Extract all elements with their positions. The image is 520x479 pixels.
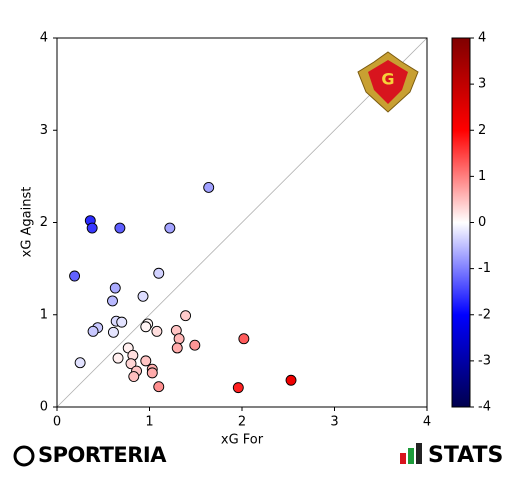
point bbox=[74, 357, 86, 369]
brand-left: SPORTERIA bbox=[38, 443, 167, 467]
y-tick-label: 1 bbox=[40, 307, 48, 322]
point bbox=[238, 333, 250, 345]
brand-icon bbox=[408, 448, 414, 464]
colorbar-tick-label: 2 bbox=[478, 123, 486, 138]
point bbox=[116, 316, 128, 328]
colorbar-tick-label: 3 bbox=[478, 77, 486, 92]
point bbox=[153, 267, 165, 279]
point bbox=[151, 325, 163, 337]
y-tick-label: 3 bbox=[40, 123, 48, 138]
y-axis-label: xG Against bbox=[20, 187, 35, 258]
point bbox=[107, 326, 119, 338]
colorbar-tick-label: -4 bbox=[478, 400, 491, 415]
team-logo: G bbox=[357, 51, 419, 113]
point bbox=[137, 290, 149, 302]
point bbox=[232, 382, 244, 394]
point bbox=[189, 339, 201, 351]
point bbox=[140, 355, 152, 367]
point bbox=[125, 358, 137, 370]
x-tick-label: 0 bbox=[53, 415, 61, 430]
colorbar-tick-label: 4 bbox=[478, 31, 486, 46]
brand-icon bbox=[416, 443, 422, 464]
brand-right: STATS bbox=[428, 443, 503, 468]
point bbox=[109, 282, 121, 294]
point bbox=[180, 310, 192, 322]
point bbox=[128, 371, 140, 383]
colorbar-tick-label: -3 bbox=[478, 353, 491, 368]
point bbox=[114, 222, 126, 234]
colorbar-tick-label: 0 bbox=[478, 215, 486, 230]
x-tick-label: 1 bbox=[145, 415, 153, 430]
point bbox=[173, 333, 185, 345]
colorbar bbox=[451, 37, 471, 408]
colorbar-tick-label: -1 bbox=[478, 261, 491, 276]
y-tick-label: 0 bbox=[40, 400, 48, 415]
point bbox=[153, 381, 165, 393]
point bbox=[107, 295, 118, 307]
y-tick-label: 4 bbox=[40, 31, 48, 46]
point bbox=[87, 325, 99, 337]
point bbox=[112, 352, 124, 364]
x-tick-label: 2 bbox=[238, 415, 246, 430]
diagonal bbox=[56, 37, 428, 408]
point bbox=[203, 181, 215, 193]
point bbox=[146, 367, 158, 379]
brand-icon bbox=[13, 445, 35, 467]
colorbar-tick-label: -2 bbox=[478, 307, 491, 322]
x-tick-label: 4 bbox=[423, 415, 431, 430]
colorbar-tick-label: 1 bbox=[478, 169, 486, 184]
point bbox=[86, 222, 98, 234]
x-tick-label: 3 bbox=[330, 415, 338, 430]
y-tick-label: 2 bbox=[40, 215, 48, 230]
x-axis-label: xG For bbox=[221, 433, 264, 448]
point bbox=[164, 222, 176, 234]
point bbox=[69, 270, 81, 282]
point bbox=[285, 374, 297, 386]
logo-mark: G bbox=[381, 70, 394, 89]
point bbox=[171, 342, 183, 354]
point bbox=[140, 321, 152, 333]
brand-icon bbox=[400, 453, 406, 464]
